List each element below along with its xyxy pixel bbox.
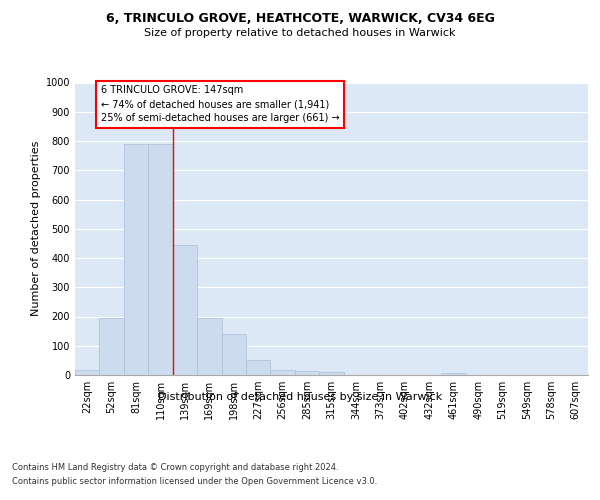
Bar bbox=[148, 144, 173, 375]
Text: Size of property relative to detached houses in Warwick: Size of property relative to detached ho… bbox=[144, 28, 456, 38]
Text: Contains public sector information licensed under the Open Government Licence v3: Contains public sector information licen… bbox=[12, 478, 377, 486]
Text: Contains HM Land Registry data © Crown copyright and database right 2024.: Contains HM Land Registry data © Crown c… bbox=[12, 462, 338, 471]
Y-axis label: Number of detached properties: Number of detached properties bbox=[31, 141, 41, 316]
Bar bbox=[75, 370, 100, 375]
Bar bbox=[100, 318, 124, 375]
Bar bbox=[173, 245, 197, 375]
Text: 6, TRINCULO GROVE, HEATHCOTE, WARWICK, CV34 6EG: 6, TRINCULO GROVE, HEATHCOTE, WARWICK, C… bbox=[106, 12, 494, 26]
Bar bbox=[221, 334, 246, 375]
Text: Distribution of detached houses by size in Warwick: Distribution of detached houses by size … bbox=[158, 392, 442, 402]
Text: 6 TRINCULO GROVE: 147sqm
← 74% of detached houses are smaller (1,941)
25% of sem: 6 TRINCULO GROVE: 147sqm ← 74% of detach… bbox=[101, 86, 339, 124]
Bar bbox=[197, 318, 221, 375]
Bar bbox=[319, 372, 344, 375]
Bar bbox=[124, 144, 148, 375]
Bar bbox=[442, 372, 466, 375]
Bar bbox=[271, 370, 295, 375]
Bar bbox=[295, 371, 319, 375]
Bar bbox=[246, 360, 271, 375]
